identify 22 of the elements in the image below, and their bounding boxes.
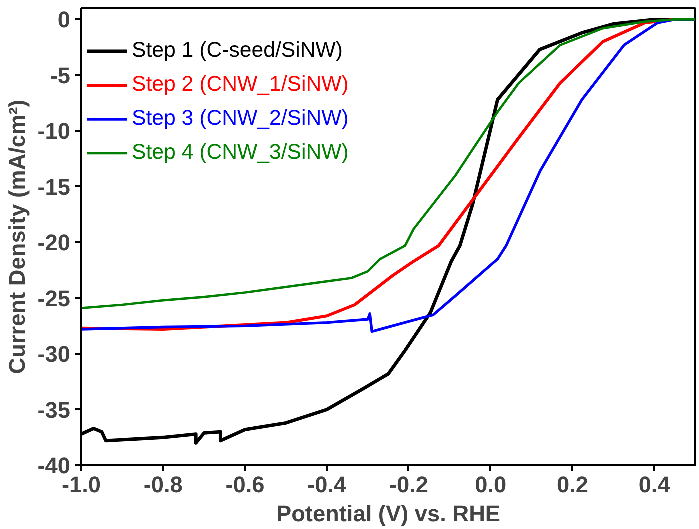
y-tick-label: -40 — [38, 452, 71, 478]
y-tick-label: -15 — [38, 174, 71, 200]
legend-label: Step 3 (CNW_2/SiNW) — [132, 106, 349, 131]
y-tick-label: 0 — [58, 6, 71, 33]
legend-label: Step 1 (C-seed/SiNW) — [132, 38, 343, 63]
y-tick-label: -30 — [38, 341, 71, 368]
legend-label: Step 4 (CNW_3/SiNW) — [132, 140, 349, 165]
y-tick-label: -5 — [50, 62, 71, 88]
x-tick-label: -0.6 — [226, 472, 265, 498]
x-axis-title: Potential (V) vs. RHE — [276, 500, 501, 526]
legend-label: Step 2 (CNW_1/SiNW) — [132, 72, 349, 97]
x-tick-label: -0.8 — [144, 472, 183, 498]
x-tick-label: 0.0 — [475, 472, 507, 498]
x-tick-label: 0.2 — [556, 472, 588, 498]
y-tick-label: -35 — [38, 396, 71, 423]
y-tick-label: -10 — [38, 118, 71, 144]
x-tick-label: -0.4 — [308, 472, 348, 498]
y-tick-label: -20 — [38, 230, 71, 256]
x-tick-label: 0.4 — [638, 472, 671, 498]
x-tick-label: -0.2 — [389, 472, 428, 498]
y-tick-label: -25 — [38, 285, 71, 312]
y-axis-title: Current Density (mA/cm²) — [4, 100, 30, 374]
